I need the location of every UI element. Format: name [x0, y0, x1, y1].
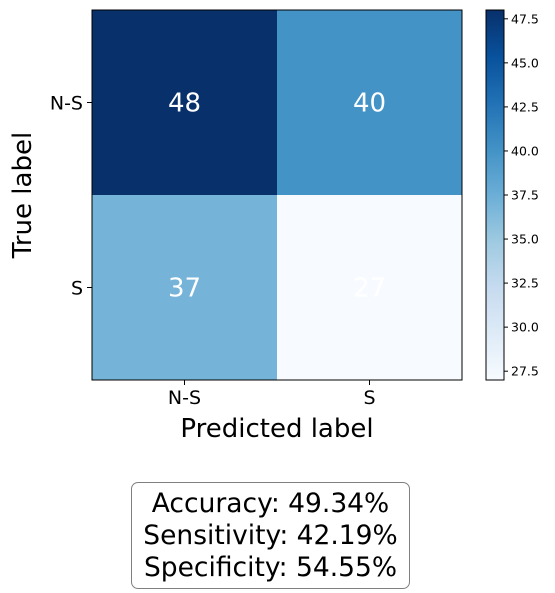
colorbar-tick-label: 45.0	[511, 55, 539, 70]
cell-value-label: 37	[168, 274, 201, 304]
heatmap-cell	[92, 195, 277, 380]
x-tick-label: S	[363, 387, 375, 409]
y-tick-label: S	[71, 278, 83, 300]
cell-value-label: 27	[353, 274, 386, 304]
accuracy-text: Accuracy: 49.34%	[151, 487, 390, 519]
heatmap-cell	[277, 10, 462, 195]
axes: N-S S N-S S	[50, 93, 376, 410]
x-tick-label: N-S	[168, 387, 201, 409]
confusion-matrix-chart: 48 40 37 27 N-S S N-S S Predicted label True l…	[8, 9, 539, 444]
cell-value-label: 48	[168, 89, 201, 119]
heatmap-cells: 48 40 37 27	[92, 10, 462, 380]
y-axis-label: True label	[8, 132, 38, 259]
cell-value-label: 40	[353, 89, 386, 119]
colorbar-tick-label: 35.0	[511, 232, 539, 247]
heatmap-cell	[277, 195, 462, 380]
colorbar-tick-label: 37.5	[511, 188, 539, 203]
x-axis-label: Predicted label	[180, 414, 373, 444]
colorbar-ticks: 27.5 30.0 32.5 35.0 37.5 40.0 42.5 45.0 47.5	[504, 11, 539, 379]
colorbar-tick-label: 32.5	[511, 276, 539, 291]
heatmap-cell	[92, 10, 277, 195]
plot-frame	[91, 9, 463, 381]
colorbar-tick-label: 47.5	[511, 11, 539, 26]
specificity-text: Specificity: 54.55%	[143, 551, 398, 583]
colorbar-tick-label: 40.0	[511, 143, 539, 158]
sensitivity-text: Sensitivity: 42.19%	[143, 519, 398, 551]
colorbar-tick-label: 30.0	[511, 320, 539, 335]
colorbar-tick-label: 42.5	[511, 99, 539, 114]
y-tick-label: N-S	[50, 93, 83, 115]
colorbar	[485, 9, 505, 381]
metrics-box: Accuracy: 49.34% Sensitivity: 42.19% Spe…	[131, 482, 410, 589]
colorbar-tick-label: 27.5	[511, 364, 539, 379]
